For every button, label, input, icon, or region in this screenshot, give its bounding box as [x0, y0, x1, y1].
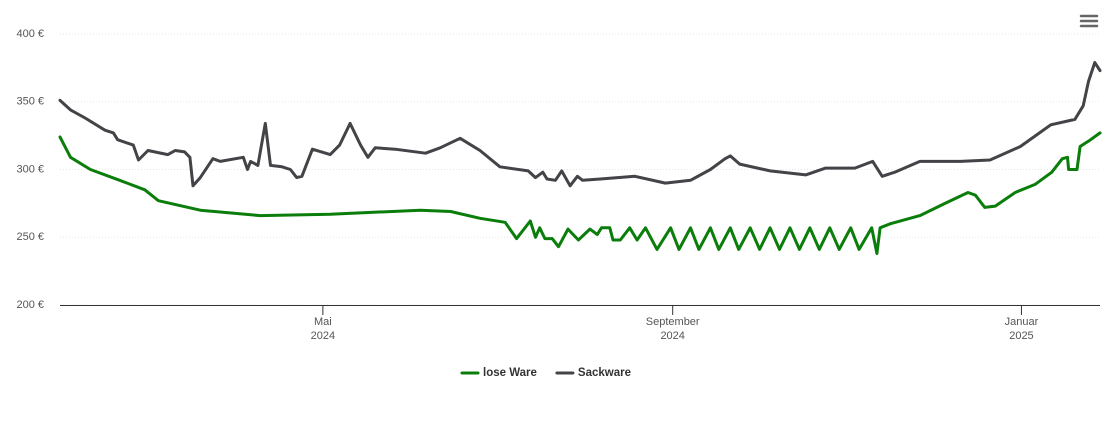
menu-button[interactable]: [1079, 14, 1099, 30]
x-tick-label: Mai: [314, 316, 332, 328]
series-line: [58, 131, 1102, 255]
y-tick-label: 250 €: [16, 231, 44, 243]
legend: lose Ware Sackware: [460, 367, 631, 379]
legend-label: Sackware: [578, 367, 631, 379]
legend-item[interactable]: lose Ware: [460, 367, 537, 379]
x-tick-sublabel: 2025: [1009, 330, 1033, 342]
x-tick-sublabel: 2024: [311, 330, 335, 342]
series-line: [58, 61, 1102, 188]
legend-item[interactable]: Sackware: [555, 367, 631, 379]
y-tick-label: 200 €: [16, 299, 44, 311]
x-tick-label: September: [646, 316, 700, 328]
y-tick-label: 400 €: [16, 28, 44, 40]
x-tick-label: Januar: [1005, 316, 1039, 328]
y-tick-label: 350 €: [16, 96, 44, 108]
x-tick-sublabel: 2024: [660, 330, 684, 342]
y-tick-label: 300 €: [16, 163, 44, 175]
legend-label: lose Ware: [483, 367, 537, 379]
